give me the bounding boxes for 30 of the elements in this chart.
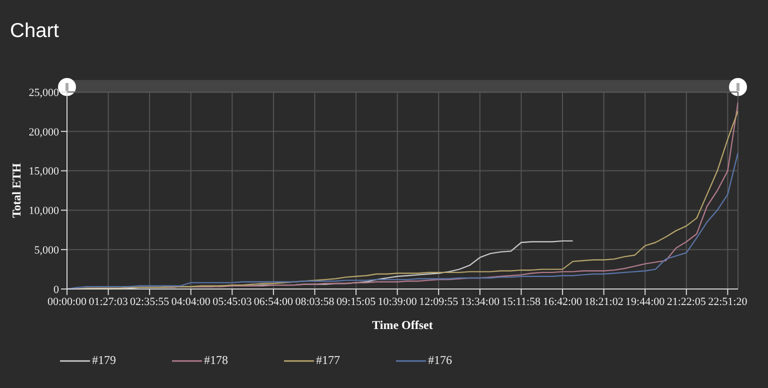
x-tick-label: 12:09:55 xyxy=(419,296,459,308)
x-tick-label: 02:35:55 xyxy=(130,296,170,308)
y-tick-label: 25,000 xyxy=(28,86,60,99)
x-tick-label: 16:42:00 xyxy=(542,296,583,308)
x-tick-label: 00:00:00 xyxy=(47,296,88,308)
x-tick-label: 04:04:00 xyxy=(171,296,211,308)
y-tick-label: 15,000 xyxy=(28,166,60,178)
x-tick-label: 06:54:00 xyxy=(254,296,294,308)
x-tick-label: 18:21:02 xyxy=(584,296,624,308)
x-tick-label: 15:11:58 xyxy=(502,296,542,308)
legend-label: #179 xyxy=(92,353,116,368)
x-tick-label: 05:45:03 xyxy=(212,296,252,308)
x-tick-label: 01:27:03 xyxy=(88,296,128,308)
x-tick-label: 21:22:05 xyxy=(666,296,706,308)
y-tick-label: 10,000 xyxy=(28,205,60,218)
legend-label: #176 xyxy=(428,353,452,368)
x-tick-label: 19:44:00 xyxy=(626,296,666,308)
x-tick-label: 13:34:00 xyxy=(460,296,500,308)
chart-title: Chart xyxy=(10,20,59,43)
x-tick-label: 09:15:05 xyxy=(336,296,376,308)
y-tick-label: 0 xyxy=(54,284,60,296)
legend-label: #178 xyxy=(204,353,228,368)
x-axis-title: Time Offset xyxy=(372,318,433,332)
x-tick-label: 10:39:00 xyxy=(378,296,418,308)
x-tick-label: 08:03:58 xyxy=(295,296,335,308)
y-tick-label: 20,000 xyxy=(28,126,60,138)
legend-label: #177 xyxy=(316,353,340,368)
y-tick-label: 5,000 xyxy=(34,244,60,257)
y-axis-title: Total ETH xyxy=(9,162,24,218)
x-tick-label: 22:51:20 xyxy=(708,296,748,308)
